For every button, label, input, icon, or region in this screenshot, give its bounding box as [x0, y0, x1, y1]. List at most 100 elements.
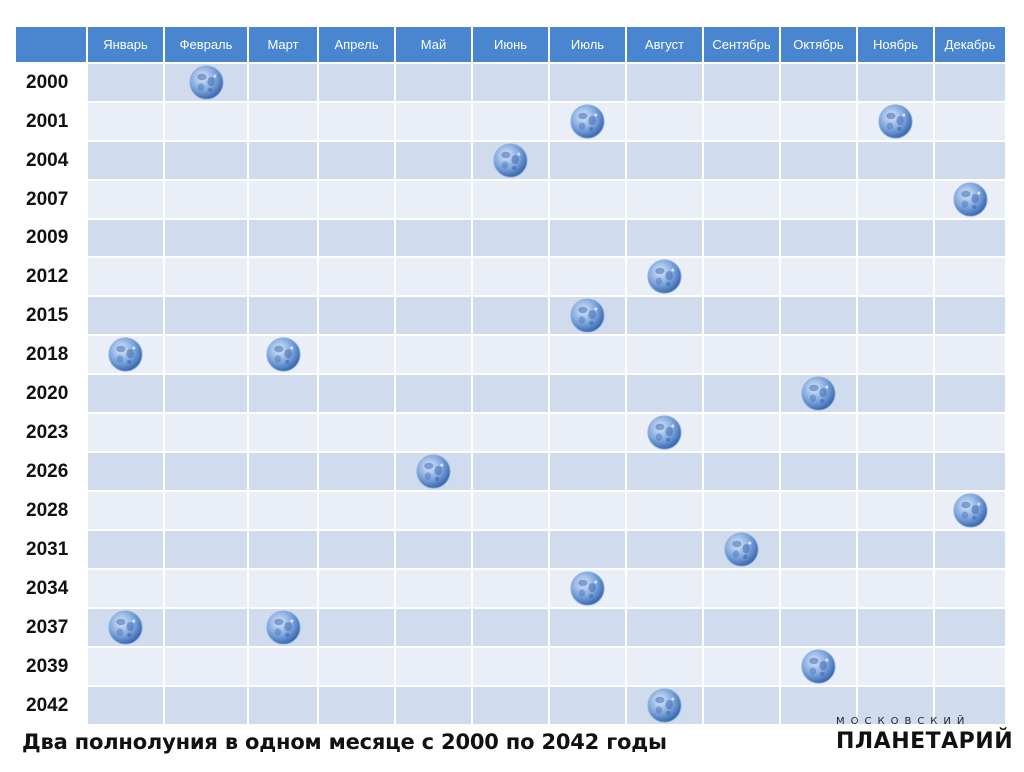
year-label: 2042 [16, 687, 86, 724]
year-label: 2034 [16, 570, 86, 607]
month-cell [935, 570, 1005, 607]
month-cell [781, 64, 856, 101]
month-cell [319, 687, 394, 724]
year-label: 2023 [16, 414, 86, 451]
month-cell [704, 64, 779, 101]
month-cell [781, 531, 856, 568]
month-cell [473, 336, 548, 373]
chart-caption: Два полнолуния в одном месяце с 2000 по … [22, 730, 667, 754]
month-cell [858, 570, 933, 607]
month-cell [319, 297, 394, 334]
month-cell [88, 453, 163, 490]
year-row: 2023 [16, 414, 1005, 451]
month-cell [704, 336, 779, 373]
month-cell [249, 336, 317, 373]
month-cell [319, 103, 394, 140]
month-cell [249, 258, 317, 295]
full-moon-icon [647, 259, 682, 294]
year-row: 2039 [16, 648, 1005, 685]
month-cell [627, 648, 702, 685]
month-cell [396, 687, 471, 724]
month-cell [396, 492, 471, 529]
month-cell [249, 103, 317, 140]
full-moon-icon [801, 376, 836, 411]
month-cell [88, 609, 163, 646]
month-cell [165, 414, 247, 451]
month-cell [781, 492, 856, 529]
month-header: Декабрь [935, 27, 1005, 62]
month-cell [396, 609, 471, 646]
month-cell [935, 64, 1005, 101]
full-moon-icon [801, 649, 836, 684]
month-cell [858, 181, 933, 218]
month-cell [165, 492, 247, 529]
month-cell [550, 609, 625, 646]
month-cell [88, 142, 163, 179]
blue-moon-table: Январь Февраль Март Апрель Май Июнь Июль Август… [14, 25, 1007, 726]
month-cell [473, 648, 548, 685]
month-cell [858, 375, 933, 412]
month-cell [88, 531, 163, 568]
month-header: Октябрь [781, 27, 856, 62]
year-label: 2012 [16, 258, 86, 295]
month-cell [858, 648, 933, 685]
month-cell [165, 648, 247, 685]
month-cell [858, 103, 933, 140]
month-cell [704, 570, 779, 607]
month-cell [550, 375, 625, 412]
month-cell [249, 687, 317, 724]
month-cell [319, 648, 394, 685]
year-row: 2042 [16, 687, 1005, 724]
month-cell [781, 648, 856, 685]
month-cell [319, 492, 394, 529]
month-cell [249, 648, 317, 685]
month-cell [550, 297, 625, 334]
year-row: 2001 [16, 103, 1005, 140]
month-cell [781, 142, 856, 179]
month-header: Август [627, 27, 702, 62]
year-row: 2020 [16, 375, 1005, 412]
month-cell [935, 492, 1005, 529]
full-moon-icon [265, 610, 301, 645]
month-cell [627, 297, 702, 334]
month-cell [858, 258, 933, 295]
month-cell [165, 336, 247, 373]
month-cell [858, 609, 933, 646]
month-cell [550, 142, 625, 179]
month-cell [165, 220, 247, 256]
month-cell [249, 375, 317, 412]
month-cell [550, 453, 625, 490]
year-label: 2018 [16, 336, 86, 373]
month-cell [165, 258, 247, 295]
year-label: 2001 [16, 103, 86, 140]
month-cell [396, 142, 471, 179]
month-cell [550, 258, 625, 295]
month-cell [165, 609, 247, 646]
month-cell [627, 453, 702, 490]
year-row: 2000 [16, 64, 1005, 101]
month-header: Апрель [319, 27, 394, 62]
month-cell [627, 609, 702, 646]
month-cell [704, 181, 779, 218]
month-cell [319, 336, 394, 373]
month-cell [319, 453, 394, 490]
month-cell [249, 492, 317, 529]
month-cell [550, 103, 625, 140]
full-moon-icon [570, 104, 605, 139]
month-cell [935, 609, 1005, 646]
month-cell [627, 687, 702, 724]
month-cell [550, 64, 625, 101]
month-cell [473, 258, 548, 295]
month-cell [88, 492, 163, 529]
month-cell [550, 492, 625, 529]
month-cell [396, 220, 471, 256]
month-cell [935, 453, 1005, 490]
month-cell [473, 687, 548, 724]
month-cell [781, 609, 856, 646]
month-cell [704, 492, 779, 529]
full-moon-icon [108, 337, 143, 372]
month-cell [88, 648, 163, 685]
month-cell [88, 103, 163, 140]
month-cell [935, 531, 1005, 568]
month-cell [249, 142, 317, 179]
